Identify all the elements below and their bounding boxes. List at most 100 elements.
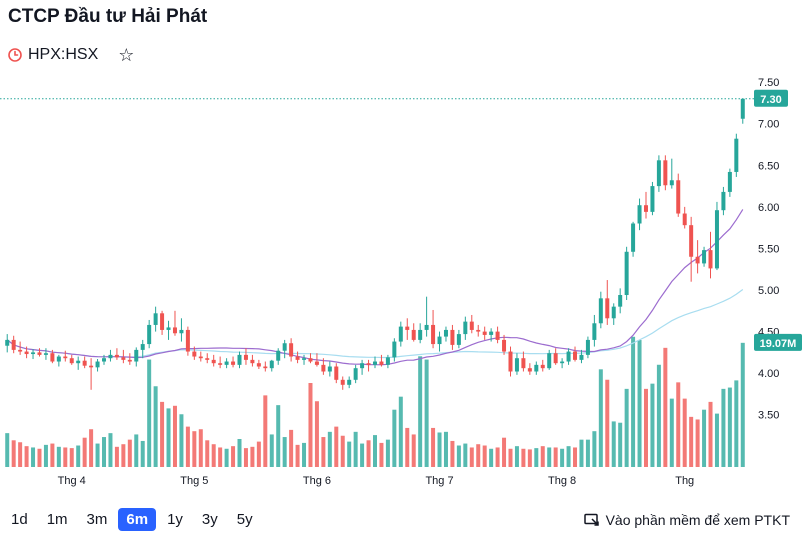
volume-bar — [676, 382, 681, 467]
volume-bar — [314, 401, 319, 467]
volume-bar — [650, 383, 655, 467]
volume-bar — [489, 448, 494, 467]
candle-body — [579, 354, 584, 360]
technical-analysis-link[interactable]: Vào phần mềm để xem PTKT — [583, 512, 790, 528]
volume-bar — [43, 444, 48, 467]
volume-bar — [385, 439, 390, 467]
range-button-6m[interactable]: 6m — [118, 507, 157, 531]
candle-body — [37, 352, 42, 355]
candle-body — [656, 160, 661, 187]
volume-bar — [18, 442, 23, 467]
volume-bar — [566, 446, 571, 467]
y-tick-label: 4.00 — [758, 368, 779, 380]
volume-bar — [547, 447, 552, 467]
volume-bar — [734, 380, 739, 467]
volume-bar — [63, 447, 68, 467]
candle-body — [198, 356, 203, 359]
candle-body — [534, 364, 539, 372]
candle-body — [611, 306, 616, 319]
price-chart[interactable]: 7.507.006.506.005.505.004.504.003.507.30… — [0, 0, 808, 500]
range-selector: 1d 1m 3m 6m 1y 3y 5y — [0, 505, 261, 533]
volume-bar — [579, 439, 584, 467]
range-button-1d[interactable]: 1d — [11, 510, 28, 528]
candle-body — [24, 351, 29, 355]
volume-bar — [50, 443, 55, 467]
range-button-3y[interactable]: 3y — [201, 510, 218, 528]
candle-body — [127, 359, 132, 362]
volume-bar — [392, 409, 397, 467]
candle-body — [11, 339, 16, 350]
candle-body — [134, 349, 139, 362]
volume-bar — [321, 437, 326, 467]
volume-bar — [424, 359, 429, 467]
candle-body — [76, 360, 81, 364]
volume-bar — [463, 443, 468, 467]
candle-body — [347, 379, 352, 385]
volume-bar — [656, 364, 661, 467]
volume-bar — [134, 434, 139, 467]
candle-body — [469, 321, 474, 330]
volume-bar — [514, 446, 519, 467]
ticker-symbol: HPX:HSX — [28, 46, 99, 63]
range-button-5y[interactable]: 5y — [236, 510, 253, 528]
volume-bar — [166, 408, 171, 467]
y-tick-label: 5.00 — [758, 285, 779, 297]
volume-bar — [469, 447, 474, 467]
external-window-icon — [583, 513, 599, 526]
range-button-3m[interactable]: 3m — [86, 510, 108, 528]
candle-body — [708, 250, 713, 269]
last-price-label: 7.30 — [760, 94, 781, 106]
candle-body — [508, 351, 513, 372]
volume-bar — [5, 433, 10, 467]
volume-bar — [185, 426, 190, 467]
candle-body — [392, 341, 397, 358]
candle-body — [172, 327, 177, 334]
volume-bar — [540, 446, 545, 467]
volume-bar — [147, 359, 152, 467]
candle-body — [553, 353, 558, 364]
candle-body — [82, 360, 87, 366]
volume-bar — [708, 401, 713, 467]
candle-body — [598, 298, 603, 324]
volume-bar — [521, 448, 526, 467]
range-button-1y[interactable]: 1y — [167, 510, 183, 528]
volume-bar — [695, 419, 700, 467]
candle-body — [185, 329, 190, 352]
volume-bar — [443, 431, 448, 467]
range-button-1m[interactable]: 1m — [46, 510, 68, 528]
volume-bar — [379, 442, 384, 467]
candle-body — [43, 353, 48, 355]
volume-bar — [721, 388, 726, 467]
volume-bar — [256, 441, 261, 467]
volume-bar — [31, 447, 36, 467]
candle-body — [689, 225, 694, 257]
volume-bar — [476, 444, 481, 467]
volume-bar — [140, 440, 145, 467]
volume-bar — [179, 414, 184, 467]
candle-body — [18, 349, 23, 352]
candle-body — [605, 298, 610, 319]
volume-bar — [108, 433, 113, 467]
candle-body — [334, 366, 339, 380]
volume-bar — [727, 387, 732, 467]
volume-bar — [682, 398, 687, 467]
candle-body — [540, 364, 545, 369]
candle-body — [566, 351, 571, 362]
candle-body — [69, 358, 74, 364]
star-icon[interactable]: ☆ — [118, 45, 135, 65]
candle-body — [682, 213, 687, 226]
volume-bar — [398, 396, 403, 467]
volume-bar — [282, 437, 287, 467]
candle-body — [721, 191, 726, 211]
volume-bar — [669, 398, 674, 467]
volume-bar — [663, 347, 668, 467]
candle-body — [366, 363, 371, 365]
volume-bar — [360, 443, 365, 467]
candle-body — [514, 358, 519, 372]
candle-body — [547, 353, 552, 369]
volume-bar — [269, 434, 274, 467]
volume-bar — [243, 448, 248, 467]
candle-body — [521, 358, 526, 369]
volume-bar — [263, 395, 268, 467]
candle-body — [592, 323, 597, 340]
